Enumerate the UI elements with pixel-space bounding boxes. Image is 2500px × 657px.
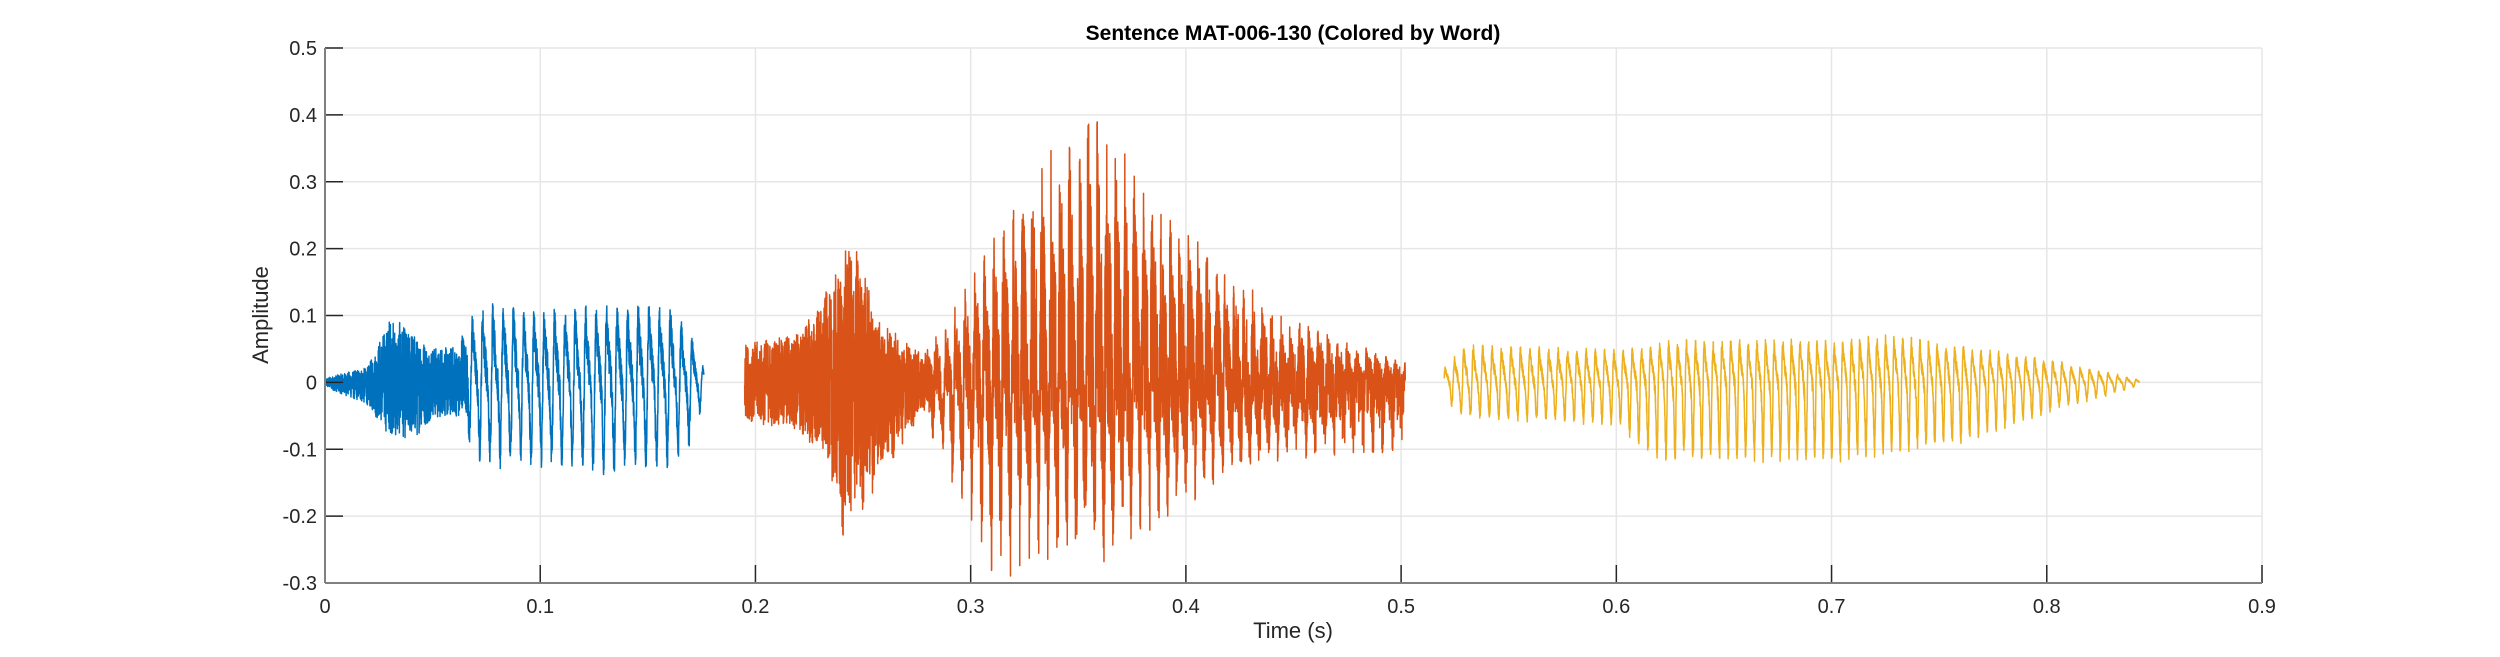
x-tick-label: 0.6 [1602,596,1630,618]
x-tick-label: 0.5 [1387,596,1415,618]
waveform-series [324,120,2141,577]
x-tick-label: 0.9 [2248,596,2276,618]
waveform-word-3 [1443,334,2141,464]
x-tick-label: 0.3 [957,596,985,618]
grid [324,47,2263,584]
y-tick-label: 0.3 [289,172,317,194]
waveform-word-1 [324,303,705,476]
y-tick-label: 0.4 [289,105,317,127]
x-tick-label: 0.1 [526,596,554,618]
axes: 0 0.1 0.2 0.3 0.4 0.5 0.6 0.7 0.8 0.9 -0.3 -0.2 -0.1… [283,38,2276,618]
x-tick-label: 0 [319,596,330,618]
x-tick-label: 0.8 [2033,596,2061,618]
y-tick-label: -0.2 [283,506,317,528]
y-tick-label: 0.5 [289,38,317,60]
y-axis-label: Amplitude [248,266,273,364]
y-tick-label: -0.3 [283,573,317,595]
x-tick-label: 0.7 [1818,596,1846,618]
y-tick-label: 0.1 [289,306,317,328]
x-tick-label: 0.4 [1172,596,1200,618]
y-tick-label: 0 [306,372,317,394]
y-tick-label: -0.1 [283,439,317,461]
waveform-word-2 [743,120,1407,577]
y-tick-label: 0.2 [289,239,317,261]
chart-title: Sentence MAT-006-130 (Colored by Word) [1086,22,1501,45]
x-tick-label: 0.2 [742,596,770,618]
x-axis-label: Time (s) [1253,618,1333,643]
